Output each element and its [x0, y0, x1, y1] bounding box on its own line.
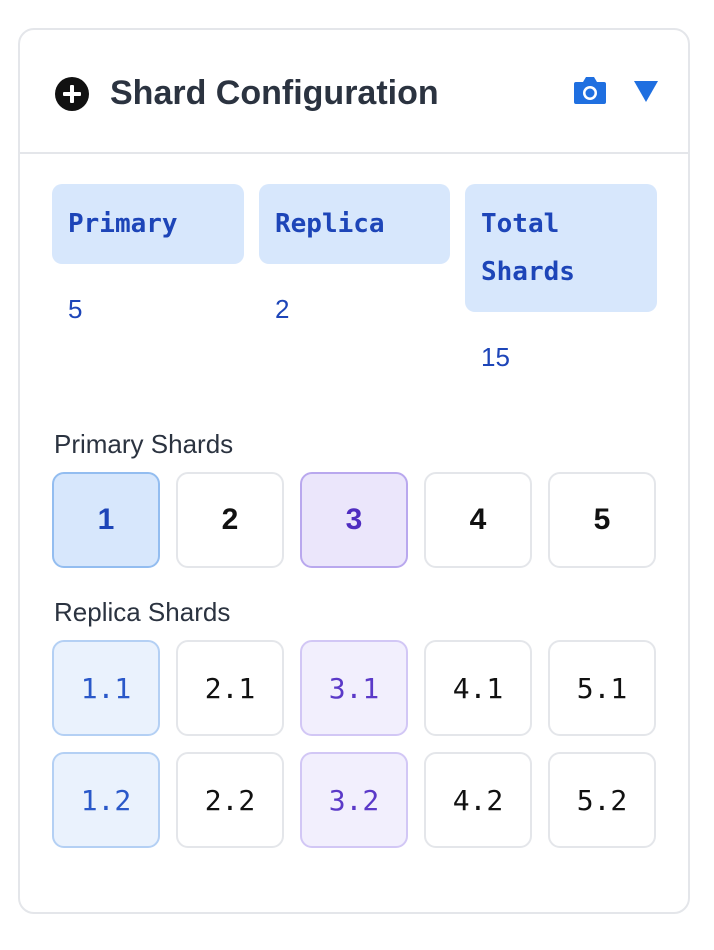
stat-value-primary: 5 [68, 294, 83, 324]
primary-shard[interactable]: 4 [424, 472, 532, 568]
plus-circle-icon [55, 77, 89, 111]
replica-shard[interactable]: 2.2 [176, 752, 284, 848]
replica-shard[interactable]: 1.2 [52, 752, 160, 848]
replica-shards-label: Replica Shards [54, 597, 231, 627]
replica-shard[interactable]: 5.2 [548, 752, 656, 848]
stat-label-total-shards: Total Shards [465, 184, 657, 312]
stat-label-replica: Replica [259, 184, 450, 264]
primary-shard[interactable]: 1 [52, 472, 160, 568]
card-header: Shard Configuration [20, 30, 688, 154]
replica-shard[interactable]: 2.1 [176, 640, 284, 736]
triangle-down-icon[interactable] [632, 78, 660, 104]
primary-shards-label: Primary Shards [54, 429, 234, 459]
card-title: Shard Configuration [110, 74, 439, 112]
replica-shard[interactable]: 1.1 [52, 640, 160, 736]
replica-shard[interactable]: 4.2 [424, 752, 532, 848]
replica-shard[interactable]: 4.1 [424, 640, 532, 736]
stat-value-replica: 2 [275, 294, 290, 324]
stat-value-total-shards: 15 [481, 342, 510, 372]
shard-configuration-card: Shard Configuration Primary 5 Replica 2 … [18, 28, 690, 914]
camera-icon[interactable] [572, 74, 608, 106]
replica-shard[interactable]: 3.1 [300, 640, 408, 736]
stat-label-primary: Primary [52, 184, 244, 264]
primary-shard[interactable]: 3 [300, 472, 408, 568]
replica-shard[interactable]: 5.1 [548, 640, 656, 736]
primary-shard[interactable]: 5 [548, 472, 656, 568]
primary-shard[interactable]: 2 [176, 472, 284, 568]
replica-shard[interactable]: 3.2 [300, 752, 408, 848]
